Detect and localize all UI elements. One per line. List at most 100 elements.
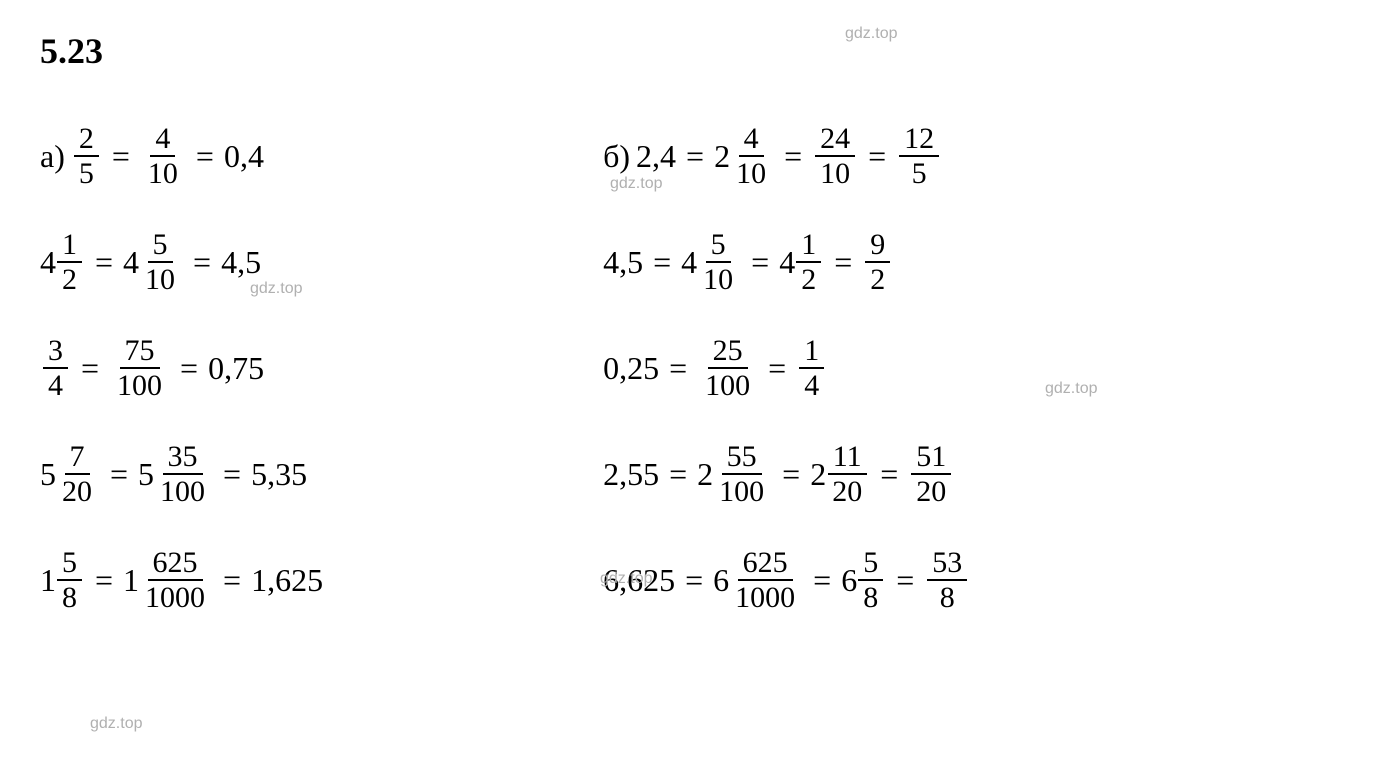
equals-sign: = — [653, 244, 671, 281]
denominator: 10 — [143, 157, 183, 190]
numerator: 4 — [150, 122, 175, 157]
equals-sign: = — [834, 244, 852, 281]
mixed-number: 66251000 — [713, 546, 803, 614]
numerator: 7 — [65, 440, 90, 475]
denominator: 2 — [796, 263, 821, 296]
equals-sign: = — [868, 138, 886, 175]
decimal-value: 4,5 — [221, 244, 261, 281]
numerator: 11 — [828, 440, 867, 475]
fraction: 410 — [731, 122, 771, 190]
equals-sign: = — [686, 138, 704, 175]
equals-sign: = — [193, 244, 211, 281]
mixed-number: 4510 — [681, 228, 741, 296]
equation-row: 0,25 = 25100 = 14 — [603, 334, 970, 402]
numerator: 53 — [927, 546, 967, 581]
denominator: 8 — [935, 581, 960, 614]
fraction: 14 — [799, 334, 824, 402]
whole-part: 1 — [123, 562, 139, 599]
fraction: 6251000 — [140, 546, 210, 614]
denominator: 1000 — [140, 581, 210, 614]
equals-sign: = — [669, 456, 687, 493]
equals-sign: = — [95, 562, 113, 599]
numerator: 5 — [57, 546, 82, 581]
fraction: 720 — [57, 440, 97, 508]
numerator: 5 — [706, 228, 731, 263]
equals-sign: = — [896, 562, 914, 599]
whole-part: 5 — [40, 456, 56, 493]
equals-sign: = — [112, 138, 130, 175]
equals-sign: = — [782, 456, 800, 493]
watermark-text: gdz.top — [250, 280, 302, 298]
equals-sign: = — [180, 350, 198, 387]
decimal-value: 5,35 — [251, 456, 307, 493]
decimal-value: 0,25 — [603, 350, 659, 387]
fraction: 2410 — [815, 122, 855, 190]
numerator: 625 — [738, 546, 793, 581]
fraction: 55100 — [714, 440, 769, 508]
mixed-number: 158 — [40, 546, 85, 614]
decimal-value: 2,4 — [636, 138, 676, 175]
equation-row: 5720 = 535100 = 5,35 — [40, 440, 323, 508]
equation-row: 2,55=255100=21120=5120 — [603, 440, 970, 508]
content-columns: а)25=410=0,4412=4510=4,534=75100=0,75572… — [40, 122, 1355, 614]
equation-row: 6,625=66251000=658=538 — [603, 546, 970, 614]
whole-part: 4 — [779, 244, 795, 281]
fraction: 538 — [927, 546, 967, 614]
denominator: 10 — [731, 157, 771, 190]
numerator: 75 — [120, 334, 160, 369]
watermark-text: gdz.top — [610, 175, 662, 193]
mixed-number: 21120 — [810, 440, 870, 508]
equals-sign: = — [751, 244, 769, 281]
fraction: 5120 — [911, 440, 951, 508]
decimal-value: 0,4 — [224, 138, 264, 175]
fraction: 12 — [57, 228, 82, 296]
numerator: 625 — [148, 546, 203, 581]
denominator: 2 — [57, 263, 82, 296]
denominator: 8 — [57, 581, 82, 614]
fraction: 510 — [140, 228, 180, 296]
mixed-number: 412 — [40, 228, 85, 296]
denominator: 5 — [74, 157, 99, 190]
numerator: 12 — [899, 122, 939, 157]
denominator: 10 — [140, 263, 180, 296]
mixed-number: 16251000 — [123, 546, 213, 614]
left-column: а)25=410=0,4412=4510=4,534=75100=0,75572… — [40, 122, 323, 614]
whole-part: 4 — [123, 244, 139, 281]
equals-sign: = — [669, 350, 687, 387]
equals-sign: = — [95, 244, 113, 281]
fraction: 125 — [899, 122, 939, 190]
equals-sign: = — [768, 350, 786, 387]
mixed-number: 412 — [779, 228, 824, 296]
mixed-number: 5720 — [40, 440, 100, 508]
denominator: 1000 — [730, 581, 800, 614]
fraction: 510 — [698, 228, 738, 296]
decimal-value: 4,5 — [603, 244, 643, 281]
numerator: 2 — [74, 122, 99, 157]
numerator: 35 — [163, 440, 203, 475]
numerator: 1 — [799, 334, 824, 369]
whole-part: 4 — [40, 244, 56, 281]
equals-sign: = — [784, 138, 802, 175]
right-column: б)2,4=2410=2410=1254,5=4510=412=920,25=2… — [603, 122, 970, 614]
fraction: 92 — [865, 228, 890, 296]
mixed-number: 4510 — [123, 228, 183, 296]
equals-sign: = — [223, 456, 241, 493]
denominator: 100 — [714, 475, 769, 508]
fraction: 34 — [43, 334, 68, 402]
mixed-number: 535100 — [138, 440, 213, 508]
denominator: 20 — [911, 475, 951, 508]
exercise-number: 5.23 — [40, 30, 1355, 72]
denominator: 8 — [858, 581, 883, 614]
mixed-number: 2410 — [714, 122, 774, 190]
equals-sign: = — [110, 456, 128, 493]
numerator: 25 — [708, 334, 748, 369]
denominator: 4 — [799, 369, 824, 402]
fraction: 75100 — [112, 334, 167, 402]
equals-sign: = — [81, 350, 99, 387]
denominator: 100 — [700, 369, 755, 402]
whole-part: 1 — [40, 562, 56, 599]
mixed-number: 658 — [841, 546, 886, 614]
equals-sign: = — [813, 562, 831, 599]
watermark-text: gdz.top — [845, 25, 897, 43]
equation-row: а)25=410=0,4 — [40, 122, 323, 190]
